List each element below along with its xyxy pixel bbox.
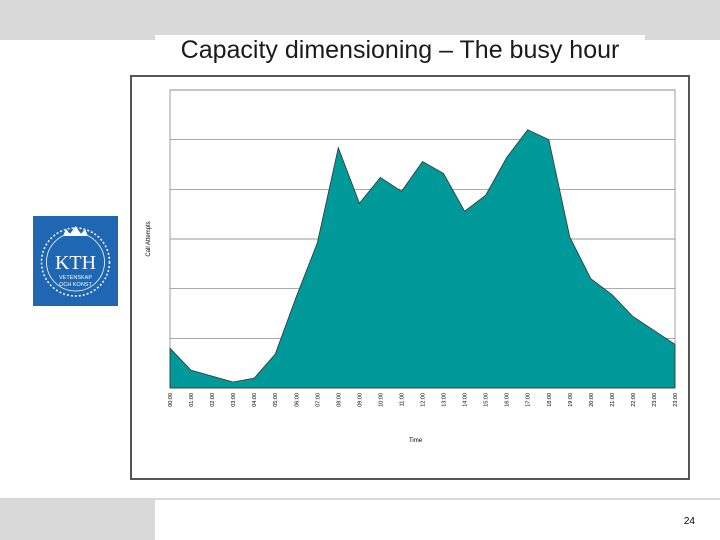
- x-tick-label: 12:00: [421, 393, 427, 407]
- x-tick-labels: 00:00 01:00 02:00 03:00 04:00 05:00 06:00 07:00…: [168, 393, 679, 407]
- title-box: [155, 35, 645, 75]
- x-tick-label: 13:00: [442, 393, 448, 407]
- x-tick-label: 10:00: [378, 393, 384, 407]
- x-tick-label: 04:00: [252, 393, 258, 407]
- y-axis-label: Call Attempts: [146, 221, 152, 256]
- logo-subtext-2: OCH KONST: [59, 282, 92, 288]
- top-band: [0, 0, 720, 40]
- x-tick-label: 01:00: [189, 393, 195, 407]
- x-tick-label: 11:00: [399, 393, 405, 406]
- x-tick-label: 17:00: [526, 393, 532, 407]
- x-tick-label: 21:00: [610, 393, 616, 407]
- call-attempts-area: [169, 129, 676, 389]
- x-tick-label: 05:00: [273, 393, 279, 407]
- logo-subtext-1: VETENSKAP: [59, 275, 92, 281]
- x-tick-label: 15:00: [484, 393, 490, 407]
- x-tick-label: 22:00: [631, 393, 637, 407]
- x-tick-label: 07:00: [315, 393, 321, 407]
- x-axis-label: Time: [409, 438, 423, 444]
- logo-text: KTH: [55, 252, 96, 274]
- page-number: 24: [683, 516, 695, 527]
- x-tick-label: 14:00: [463, 393, 469, 407]
- x-tick-label: 03:00: [231, 393, 237, 407]
- x-tick-label: 09:00: [357, 393, 363, 407]
- x-tick-label: 08:00: [336, 393, 342, 407]
- x-tick-label: 00:00: [168, 393, 174, 407]
- x-tick-label: 06:00: [294, 393, 300, 407]
- x-tick-label: 23:00: [652, 393, 658, 407]
- x-tick-label: 23:00: [673, 393, 679, 407]
- x-tick-label: 19:00: [568, 393, 574, 407]
- x-tick-label: 18:00: [547, 393, 553, 407]
- x-tick-label: 02:00: [210, 393, 216, 407]
- crown-icon: [63, 226, 88, 236]
- kth-logo: KTH VETENSKAP OCH KONST: [33, 216, 118, 306]
- footer-box: [155, 500, 720, 540]
- kth-emblem-icon: KTH VETENSKAP OCH KONST: [40, 226, 111, 297]
- slide-title: Capacity dimensioning – The busy hour: [180, 36, 620, 64]
- x-tick-label: 20:00: [589, 393, 595, 407]
- x-tick-label: 16:00: [505, 393, 511, 407]
